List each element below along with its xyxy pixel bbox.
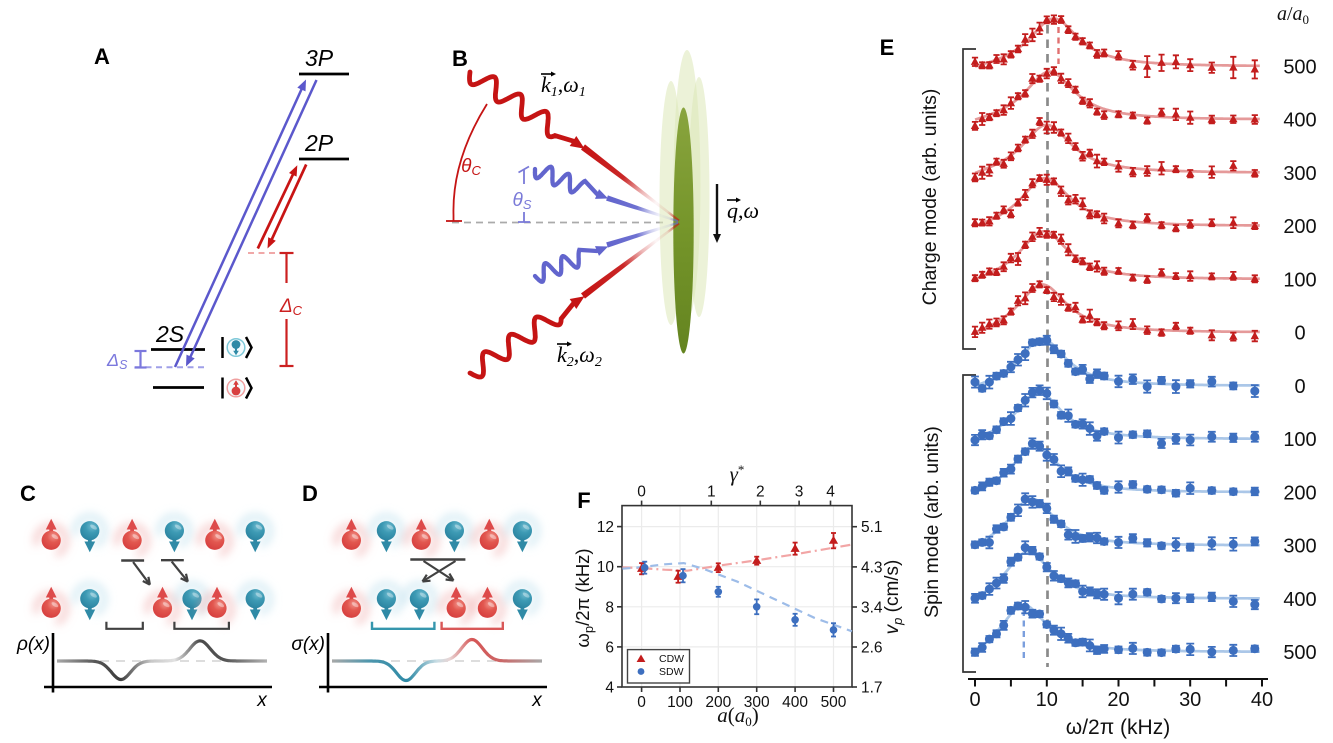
svg-text:k2,ω2: k2,ω2 — [557, 342, 602, 370]
svg-text:CDW: CDW — [659, 653, 684, 665]
svg-text:500: 500 — [1283, 642, 1316, 664]
svg-text:σ(x): σ(x) — [291, 634, 325, 655]
svg-text:2: 2 — [756, 484, 765, 501]
svg-text:200: 200 — [1283, 482, 1316, 504]
svg-text:q,ω: q,ω — [727, 198, 759, 223]
svg-text:x: x — [256, 690, 268, 711]
svg-text:400: 400 — [1283, 589, 1316, 611]
svg-text:ω/2π (kHz): ω/2π (kHz) — [1066, 716, 1170, 739]
svg-text:x: x — [531, 690, 543, 711]
svg-text:100: 100 — [667, 694, 693, 711]
svg-text:0: 0 — [637, 694, 646, 711]
svg-text:4: 4 — [826, 484, 835, 501]
svg-text:Spin mode (arb. units): Spin mode (arb. units) — [921, 426, 943, 618]
svg-text:1.7: 1.7 — [861, 680, 883, 697]
svg-text:300: 300 — [744, 694, 770, 711]
svg-text:2P: 2P — [304, 130, 334, 156]
svg-text:100: 100 — [1283, 269, 1316, 291]
svg-text:γ*: γ* — [730, 462, 745, 486]
svg-text:200: 200 — [705, 694, 731, 711]
svg-text:3: 3 — [795, 484, 804, 501]
svg-text:2.6: 2.6 — [861, 640, 883, 657]
svg-text:4: 4 — [605, 680, 614, 697]
svg-text:8: 8 — [605, 599, 614, 616]
svg-text:A: A — [94, 44, 110, 69]
svg-text:F: F — [577, 488, 590, 513]
svg-text:0: 0 — [637, 484, 646, 501]
svg-text:4.3: 4.3 — [861, 559, 883, 576]
svg-text:0: 0 — [1294, 323, 1305, 345]
svg-text:θS: θS — [513, 190, 532, 212]
svg-text:a(a0): a(a0) — [717, 703, 759, 729]
svg-text:Charge mode (arb. units): Charge mode (arb. units) — [919, 89, 941, 306]
svg-text:D: D — [302, 481, 318, 506]
svg-text:2S: 2S — [155, 321, 185, 347]
svg-text:500: 500 — [821, 694, 847, 711]
svg-text:SDW: SDW — [659, 666, 684, 678]
svg-text:400: 400 — [1283, 110, 1316, 132]
svg-text:12: 12 — [597, 519, 614, 536]
svg-text:0: 0 — [1294, 376, 1305, 398]
svg-text:C: C — [20, 481, 36, 506]
svg-text:400: 400 — [782, 694, 808, 711]
svg-text:40: 40 — [1251, 689, 1273, 711]
svg-text:0: 0 — [969, 689, 980, 711]
svg-text:200: 200 — [1283, 216, 1316, 238]
svg-text:10: 10 — [597, 559, 615, 576]
svg-text:6: 6 — [605, 639, 614, 656]
svg-text:ρ(x): ρ(x) — [16, 634, 50, 655]
svg-text:ΔC: ΔC — [279, 296, 303, 318]
svg-text:vp (cm/s): vp (cm/s) — [882, 560, 905, 635]
svg-text:B: B — [452, 46, 468, 71]
svg-text:θC: θC — [461, 156, 481, 178]
svg-text:k1,ω1: k1,ω1 — [541, 72, 586, 100]
svg-text:300: 300 — [1283, 536, 1316, 558]
svg-text:5.1: 5.1 — [861, 519, 883, 536]
svg-text:10: 10 — [1036, 689, 1058, 711]
svg-text:20: 20 — [1107, 689, 1129, 711]
svg-text:500: 500 — [1283, 57, 1316, 79]
svg-text:ΔS: ΔS — [106, 350, 128, 372]
svg-text:3P: 3P — [305, 45, 334, 71]
svg-text:100: 100 — [1283, 429, 1316, 451]
svg-text:E: E — [880, 35, 895, 60]
svg-text:3.4: 3.4 — [861, 600, 883, 617]
svg-text:30: 30 — [1179, 689, 1201, 711]
svg-text:300: 300 — [1283, 163, 1316, 185]
svg-text:1: 1 — [707, 484, 716, 501]
